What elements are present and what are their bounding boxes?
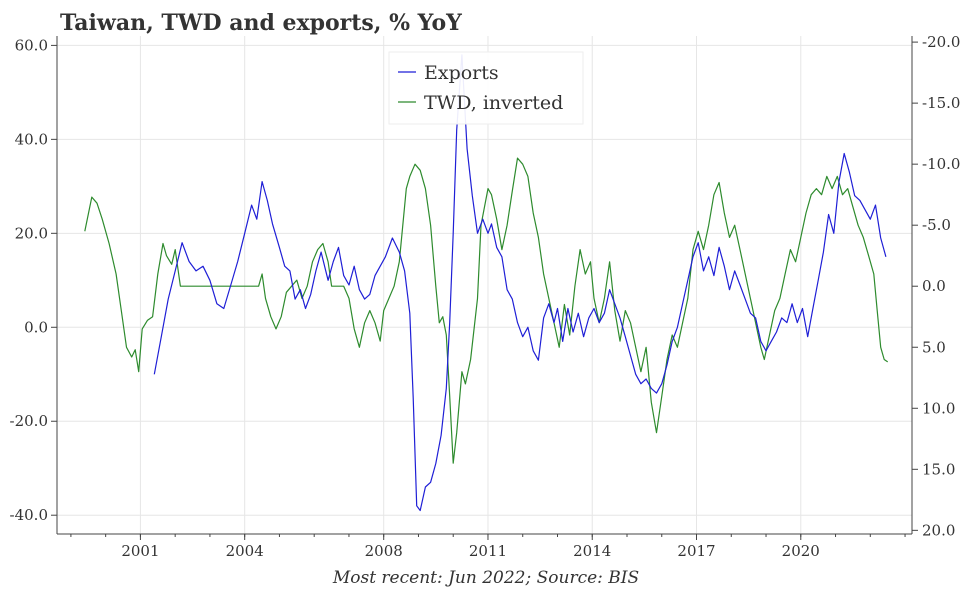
right-y-tick-label: -20.0 — [922, 33, 960, 51]
right-y-tick-label: 5.0 — [922, 338, 946, 356]
right-y-tick-label: 0.0 — [922, 277, 946, 295]
x-tick-label: 2014 — [573, 542, 611, 560]
legend-label-twd: TWD, inverted — [424, 92, 563, 114]
x-tick-label: 2020 — [782, 542, 820, 560]
x-tick-label: 2001 — [121, 542, 159, 560]
left-y-tick-label: -20.0 — [10, 412, 48, 430]
right-y-tick-label: 15.0 — [922, 460, 955, 478]
x-tick-label: 2017 — [677, 542, 715, 560]
legend-label-exports: Exports — [424, 62, 499, 84]
right-y-tick-label: -15.0 — [922, 94, 960, 112]
legend: Exports TWD, inverted — [388, 51, 584, 125]
left-y-tick-label: 60.0 — [15, 36, 48, 54]
x-tick-label: 2008 — [365, 542, 403, 560]
right-y-tick-label: -10.0 — [922, 155, 960, 173]
right-y-tick-label: -5.0 — [922, 216, 951, 234]
series-layer — [84, 54, 889, 512]
source-caption: Most recent: Jun 2022; Source: BIS — [332, 568, 639, 588]
left-y-tick-label: 20.0 — [15, 224, 48, 242]
right-y-tick-label: 10.0 — [922, 399, 955, 417]
y-gridlines — [57, 44, 912, 516]
left-y-axis-ticks: 60.0 40.0 20.0 0.0 -20.0 -40.0 — [10, 36, 57, 524]
chart-title: Taiwan, TWD and exports, % YoY — [60, 10, 462, 36]
x-axis-ticks: 2001 2004 2008 2011 2014 2017 2020 — [121, 534, 820, 560]
left-y-tick-label: 0.0 — [24, 318, 48, 336]
x-tick-label: 2004 — [226, 542, 264, 560]
legend-box — [388, 51, 584, 125]
series-line-twd-inverted — [84, 157, 889, 464]
x-tick-label: 2011 — [469, 542, 507, 560]
left-y-tick-label: 40.0 — [15, 130, 48, 148]
right-y-tick-label: 20.0 — [922, 521, 955, 539]
right-y-axis-ticks: -20.0 -15.0 -10.0 -5.0 0.0 5.0 10.0 15.0 20.0 — [912, 33, 960, 539]
series-line-exports — [153, 54, 887, 512]
left-y-tick-label: -40.0 — [10, 506, 48, 524]
